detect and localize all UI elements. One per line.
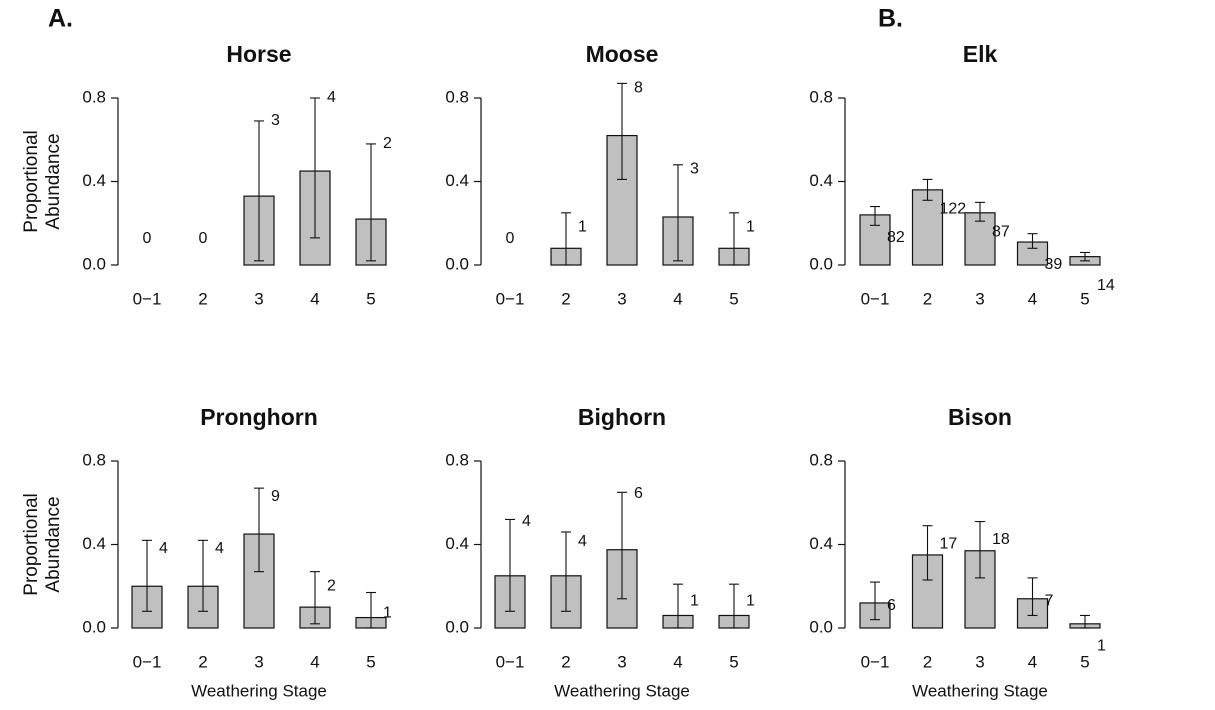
x-tick-label: 0−1 bbox=[496, 652, 525, 671]
y-axis-label: Proportional bbox=[21, 130, 42, 232]
x-tick-label: 5 bbox=[366, 652, 375, 671]
x-tick-label: 2 bbox=[923, 289, 932, 308]
count-label: 0 bbox=[506, 230, 515, 247]
x-tick-label: 0−1 bbox=[861, 652, 890, 671]
y-tick-label: 0.0 bbox=[809, 617, 833, 636]
chart-title: Moose bbox=[586, 41, 659, 67]
x-tick-label: 2 bbox=[198, 289, 207, 308]
y-axis-label: Abundance bbox=[43, 133, 64, 229]
x-tick-label: 3 bbox=[975, 289, 984, 308]
x-tick-label: 3 bbox=[617, 289, 626, 308]
count-label: 4 bbox=[215, 540, 224, 557]
count-label: 87 bbox=[992, 223, 1010, 240]
y-tick-label: 0.0 bbox=[82, 254, 106, 273]
x-tick-label: 0−1 bbox=[496, 289, 525, 308]
count-label: 8 bbox=[634, 79, 643, 96]
y-tick-label: 0.4 bbox=[82, 171, 106, 190]
x-tick-label: 3 bbox=[975, 652, 984, 671]
y-tick-label: 0.4 bbox=[445, 171, 469, 190]
count-label: 1 bbox=[578, 219, 587, 236]
y-tick-label: 0.4 bbox=[82, 534, 106, 553]
count-label: 17 bbox=[940, 535, 958, 552]
count-label: 3 bbox=[271, 112, 280, 129]
x-tick-label: 4 bbox=[673, 289, 682, 308]
x-tick-label: 4 bbox=[310, 289, 319, 308]
x-axis-label: Weathering Stage bbox=[554, 681, 690, 700]
y-tick-label: 0.4 bbox=[809, 171, 833, 190]
x-tick-label: 4 bbox=[1028, 652, 1037, 671]
y-tick-label: 0.8 bbox=[445, 87, 469, 106]
count-label: 7 bbox=[1045, 593, 1054, 610]
y-tick-label: 0.8 bbox=[809, 87, 833, 106]
y-tick-label: 0.4 bbox=[445, 534, 469, 553]
count-label: 0 bbox=[143, 230, 152, 247]
y-axis-label: Proportional bbox=[21, 493, 42, 595]
panel-label: B. bbox=[878, 5, 903, 33]
chart-title: Horse bbox=[226, 41, 291, 67]
count-label: 1 bbox=[690, 593, 699, 610]
x-tick-label: 2 bbox=[198, 652, 207, 671]
x-tick-label: 2 bbox=[923, 652, 932, 671]
count-label: 4 bbox=[159, 540, 168, 557]
count-label: 2 bbox=[383, 135, 392, 152]
x-tick-label: 4 bbox=[1028, 289, 1037, 308]
chart-title: Pronghorn bbox=[200, 404, 318, 430]
count-label: 6 bbox=[887, 597, 896, 614]
count-label: 18 bbox=[992, 531, 1010, 548]
x-tick-label: 4 bbox=[310, 652, 319, 671]
x-tick-label: 3 bbox=[254, 289, 263, 308]
x-axis-label: Weathering Stage bbox=[191, 681, 327, 700]
count-label: 39 bbox=[1045, 256, 1063, 273]
count-label: 14 bbox=[1097, 277, 1115, 294]
bar bbox=[911, 189, 944, 266]
x-tick-label: 3 bbox=[617, 652, 626, 671]
count-label: 9 bbox=[271, 488, 280, 505]
y-tick-label: 0.4 bbox=[809, 534, 833, 553]
panel-label: A. bbox=[48, 5, 73, 33]
count-label: 4 bbox=[327, 89, 336, 106]
count-label: 3 bbox=[690, 161, 699, 178]
x-tick-label: 0−1 bbox=[133, 652, 162, 671]
x-tick-label: 5 bbox=[729, 289, 738, 308]
count-label: 2 bbox=[327, 578, 336, 595]
chart-title: Elk bbox=[963, 41, 998, 67]
x-tick-label: 5 bbox=[1080, 289, 1089, 308]
count-label: 1 bbox=[1097, 638, 1106, 655]
x-tick-label: 0−1 bbox=[133, 289, 162, 308]
x-tick-label: 4 bbox=[673, 652, 682, 671]
y-tick-label: 0.8 bbox=[809, 450, 833, 469]
y-tick-label: 0.0 bbox=[445, 617, 469, 636]
y-axis-label: Abundance bbox=[43, 496, 64, 592]
x-tick-label: 5 bbox=[1080, 652, 1089, 671]
count-label: 82 bbox=[887, 229, 905, 246]
x-tick-label: 5 bbox=[729, 652, 738, 671]
x-tick-label: 2 bbox=[561, 652, 570, 671]
y-tick-label: 0.0 bbox=[445, 254, 469, 273]
x-axis-label: Weathering Stage bbox=[912, 681, 1048, 700]
count-label: 0 bbox=[199, 230, 208, 247]
x-tick-label: 5 bbox=[366, 289, 375, 308]
y-tick-label: 0.0 bbox=[82, 617, 106, 636]
count-label: 1 bbox=[383, 605, 392, 622]
x-tick-label: 0−1 bbox=[861, 289, 890, 308]
chart-title: Bison bbox=[948, 404, 1012, 430]
count-label: 6 bbox=[634, 485, 643, 502]
y-tick-label: 0.0 bbox=[809, 254, 833, 273]
count-label: 4 bbox=[522, 513, 531, 530]
count-label: 1 bbox=[746, 219, 755, 236]
x-tick-label: 2 bbox=[561, 289, 570, 308]
count-label: 1 bbox=[746, 593, 755, 610]
chart-title: Bighorn bbox=[578, 404, 666, 430]
count-label: 4 bbox=[578, 533, 587, 550]
y-tick-label: 0.8 bbox=[82, 450, 106, 469]
y-tick-label: 0.8 bbox=[82, 87, 106, 106]
y-tick-label: 0.8 bbox=[445, 450, 469, 469]
x-tick-label: 3 bbox=[254, 652, 263, 671]
count-label: 122 bbox=[940, 200, 967, 217]
